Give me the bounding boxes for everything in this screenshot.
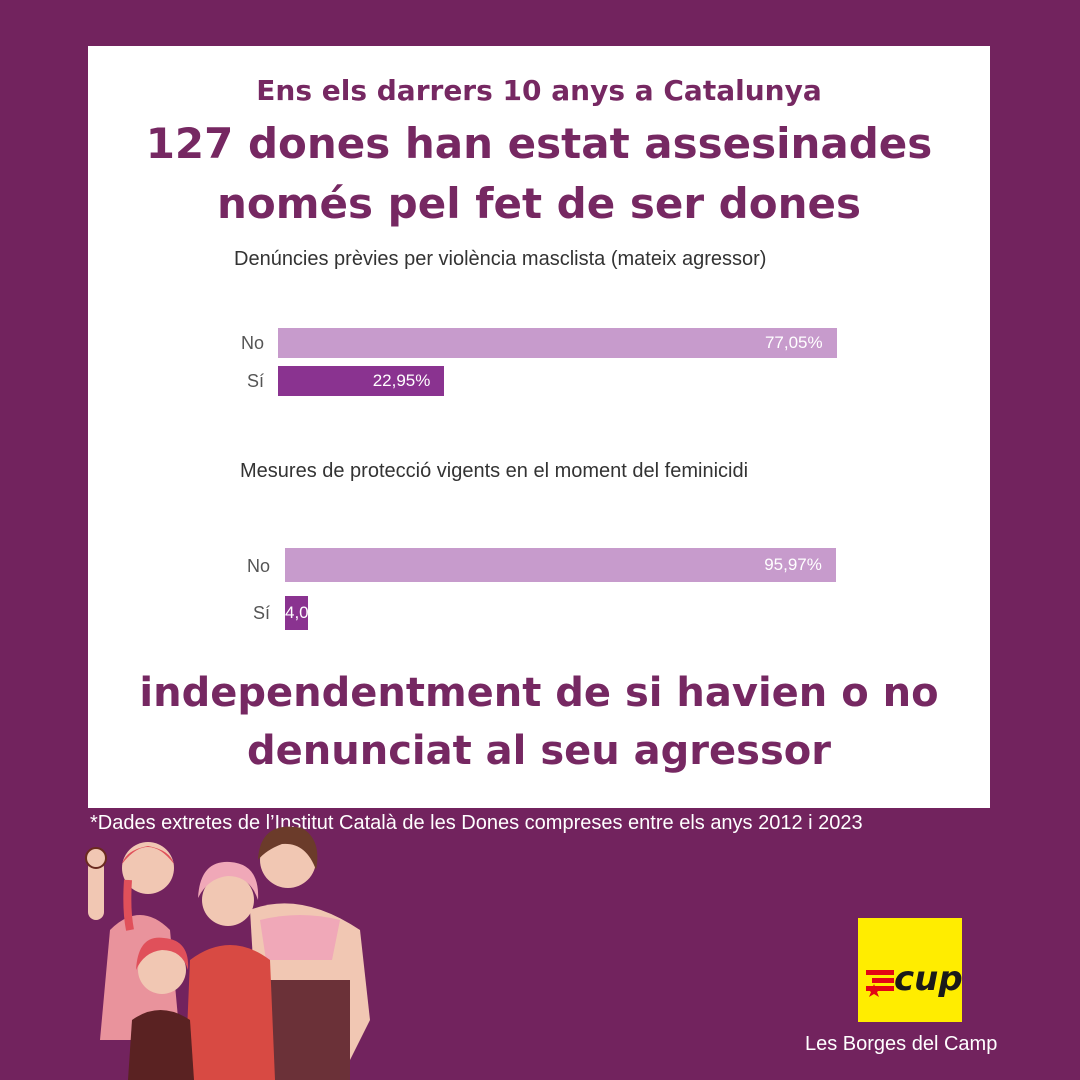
chart-2-category-si: Sí <box>252 603 270 623</box>
infographic-card: Ens els darrers 10 anys a Catalunya 127 … <box>88 46 990 808</box>
cup-logo-text: cup <box>894 959 962 999</box>
cup-logo: cup <box>858 918 963 1022</box>
headline-line-1: 127 dones han estat assesinades <box>145 119 933 168</box>
locality-name: Les Borges del Camp <box>805 1033 998 1055</box>
closing-line-1: independentment de si havien o no <box>139 670 939 716</box>
chart-2-bar-si: 4,0 <box>285 596 309 630</box>
chart-1-bar-si: 22,95% <box>278 366 445 396</box>
chart-2-category-no: No <box>246 556 270 576</box>
cup-logo-mark: cup <box>866 959 963 999</box>
chart-2-value-label-si: 4,0 <box>285 603 309 622</box>
closing-statement: independentment de si havien o no denunc… <box>88 664 990 780</box>
chart-2-title: Mesures de protecció vigents en el momen… <box>240 460 749 482</box>
subtitle: Ens els darrers 10 anys a Catalunya <box>256 74 822 107</box>
chart-1-category-no: No <box>240 333 264 353</box>
chart-1-value-label-no: 77,05% <box>764 333 823 352</box>
closing-line-2: denunciat al seu agressor <box>247 728 831 774</box>
headline-line-2: només pel fet de ser dones <box>217 179 861 228</box>
chart-1-title: Denúncies prèvies per violència masclist… <box>234 248 767 270</box>
chart-2-bar-no: 95,97% <box>285 548 836 582</box>
women-group-illustration <box>85 826 370 1080</box>
headline: 127 dones han estat assesinades només pe… <box>88 114 990 234</box>
chart-2-value-label-no: 95,97% <box>764 555 822 574</box>
chart-1-value-label-si: 22,95% <box>372 371 431 390</box>
chart-1-bar-no: 77,05% <box>278 328 837 358</box>
chart-1-category-si: Sí <box>246 371 264 391</box>
